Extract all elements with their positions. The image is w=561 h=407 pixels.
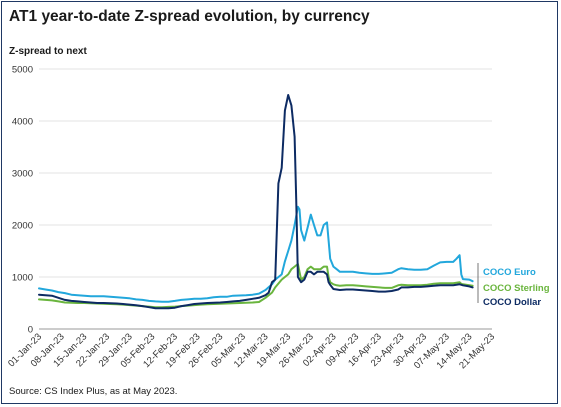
gridlines — [39, 68, 492, 330]
series-line-coco-dollar — [38, 94, 474, 310]
y-tick-label: 3000 — [12, 169, 33, 180]
y-tick-label: 5000 — [12, 65, 33, 76]
legend-entry: COCO Dollar — [483, 297, 541, 308]
legend-entry: COCO Euro — [483, 267, 536, 278]
y-tick-label: 2000 — [12, 221, 33, 232]
y-tick-label: 4000 — [12, 117, 33, 128]
y-tick-label: 1000 — [12, 273, 33, 284]
chart-title: AT1 year-to-date Z-spread evolution, by … — [9, 8, 370, 25]
y-tick-label: 0 — [28, 325, 33, 336]
legend-entry: COCO Sterling — [483, 283, 550, 294]
source-note: Source: CS Index Plus, as at May 2023. — [9, 386, 178, 397]
x-tick-labels: 01-Jan-2308-Jan-2315-Jan-2322-Jan-2329-J… — [6, 331, 497, 371]
legend: COCO Euro COCO Sterling COCO Dollar — [477, 263, 550, 308]
y-axis-label: Z-spread to next — [9, 46, 87, 57]
series-lines — [38, 94, 474, 310]
series-line-coco-sterling — [38, 263, 474, 309]
y-tick-labels: 0 1000 2000 3000 4000 5000 — [12, 65, 33, 336]
series-line-coco-euro — [38, 205, 474, 303]
